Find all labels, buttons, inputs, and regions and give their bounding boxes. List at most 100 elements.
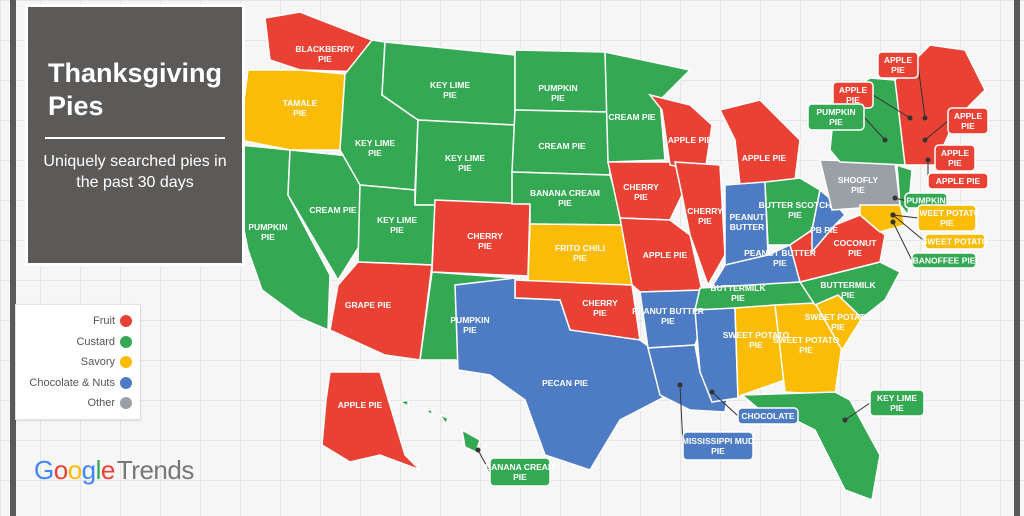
subtitle: Uniquely searched pies in the past 30 da… — [43, 153, 227, 191]
state-label: APPLE PIE — [742, 153, 787, 163]
state-region — [321, 371, 421, 471]
legend-swatch — [120, 376, 132, 389]
state-label: CREAM PIE — [608, 112, 656, 122]
state-region — [734, 304, 786, 400]
state-region — [329, 261, 433, 361]
callout-leader — [892, 221, 913, 261]
callout-badge — [924, 233, 986, 250]
state-label: PECAN PIE — [542, 378, 588, 388]
callout-label: BANOFFEE PIE — [913, 256, 976, 266]
state-label: BANANA CREAM PIE — [530, 188, 600, 208]
legend-item: Other — [16, 393, 140, 414]
state-label: CREAM PIE — [309, 205, 357, 215]
legend-swatch — [120, 397, 132, 410]
callout-leader — [872, 94, 911, 119]
state-label: BUTTER SCOTCH PIE — [759, 200, 832, 220]
legend-swatch — [120, 335, 132, 348]
callout-leader — [892, 214, 919, 219]
callout-label: CHOCOLATE — [741, 411, 795, 421]
state-label: PB PIE — [810, 225, 838, 235]
state-region — [607, 161, 683, 221]
state-region — [604, 51, 692, 163]
callout-dot — [890, 219, 896, 225]
legend-label: Chocolate & Nuts — [29, 376, 115, 389]
callout-dot — [890, 212, 896, 218]
state-region — [397, 399, 409, 408]
state-region — [694, 307, 739, 403]
state-label: CHERRY PIE — [623, 182, 659, 202]
callout-label: APPLE PIE — [941, 148, 970, 168]
callout-dot — [709, 389, 715, 395]
legend-item: Savory — [16, 352, 140, 373]
callout-dot — [842, 417, 848, 423]
state-region — [774, 302, 843, 396]
callout-label: PUMPKIN — [906, 196, 945, 206]
legend: Fruit Custard Savory Chocolate & Nuts Other — [15, 304, 141, 420]
state-region — [718, 99, 801, 186]
state-region — [438, 413, 449, 426]
legend-label: Fruit — [93, 315, 115, 328]
legend-label: Custard — [76, 335, 115, 348]
state-label: KEY LIME PIE — [445, 153, 485, 173]
callout-label: BANANA CREAM PIE — [485, 462, 555, 482]
callout-label: PUMPKIN PIE — [816, 107, 855, 127]
title-panel: Thanksgiving Pies Uniquely searched pies… — [25, 4, 245, 266]
state-label: FRITO CHILI PIE — [555, 243, 605, 263]
callout-badge — [877, 51, 919, 79]
state-label: PEANUT BUTTER — [730, 212, 766, 232]
state-label: SHOOFLY PIE — [838, 175, 879, 195]
callout-badge — [489, 457, 551, 487]
callout-leader — [924, 120, 949, 141]
callout-leader — [863, 116, 886, 141]
callout-leader — [711, 391, 739, 417]
state-label: CHERRY PIE — [467, 231, 503, 251]
state-label: KEY LIME PIE — [377, 215, 417, 235]
callout-dot — [882, 137, 888, 143]
state-label: BLACKBERRY PIE — [295, 44, 355, 64]
callout-label: APPLE PIE — [839, 85, 868, 105]
state-region — [674, 161, 726, 287]
state-label: TAMALE PIE — [283, 98, 318, 118]
callout-label: APPLE PIE — [884, 55, 913, 75]
state-label: PEANUT BUTTER PIE — [744, 248, 816, 268]
frame-border-right — [1014, 0, 1020, 516]
callout-label: SWEET POTATO — [922, 237, 989, 247]
state-label: PEANUT BUTTER PIE — [632, 306, 704, 326]
state-label: KEY LIME PIE — [430, 80, 470, 100]
legend-item: Chocolate & Nuts — [16, 373, 140, 394]
callout-dot — [922, 115, 928, 121]
state-label: SWEET POTATO PIE — [805, 312, 872, 332]
state-label: GRAPE PIE — [345, 300, 392, 310]
state-label: CHERRY PIE — [582, 298, 618, 318]
callout-label: MISSISSIPPI MUD PIE — [682, 436, 754, 456]
state-label: PUMPKIN PIE — [450, 315, 489, 335]
legend-item: Custard — [16, 332, 140, 353]
callout-label: APPLE PIE — [954, 111, 983, 131]
callout-badge — [869, 389, 925, 417]
callout-leader — [917, 64, 926, 119]
callout-leader — [844, 402, 871, 421]
legend-label: Other — [87, 397, 115, 410]
callout-label: APPLE PIE — [936, 176, 981, 186]
state-label: KEY LIME PIE — [355, 138, 395, 158]
state-label: APPLE PIE — [338, 400, 383, 410]
frame-border-left — [10, 0, 16, 516]
legend-label: Savory — [80, 356, 115, 369]
state-region — [422, 409, 433, 417]
callout-dot — [922, 137, 928, 143]
callout-leader — [892, 214, 926, 242]
callout-badge — [737, 407, 799, 425]
callout-badge — [917, 204, 977, 232]
trends-wordmark: Trends — [116, 455, 194, 485]
callout-dot — [925, 157, 931, 163]
callout-dot — [892, 195, 898, 201]
state-label: PUMPKIN PIE — [248, 222, 287, 242]
callout-badge — [682, 431, 754, 461]
callout-leader — [477, 449, 491, 473]
callout-dot — [475, 447, 481, 453]
state-label: APPLE PIE — [668, 135, 713, 145]
state-label: SWEET POTATO PIE — [723, 330, 790, 350]
state-label: CREAM PIE — [538, 141, 586, 151]
state-label: APPLE PIE — [643, 250, 688, 260]
